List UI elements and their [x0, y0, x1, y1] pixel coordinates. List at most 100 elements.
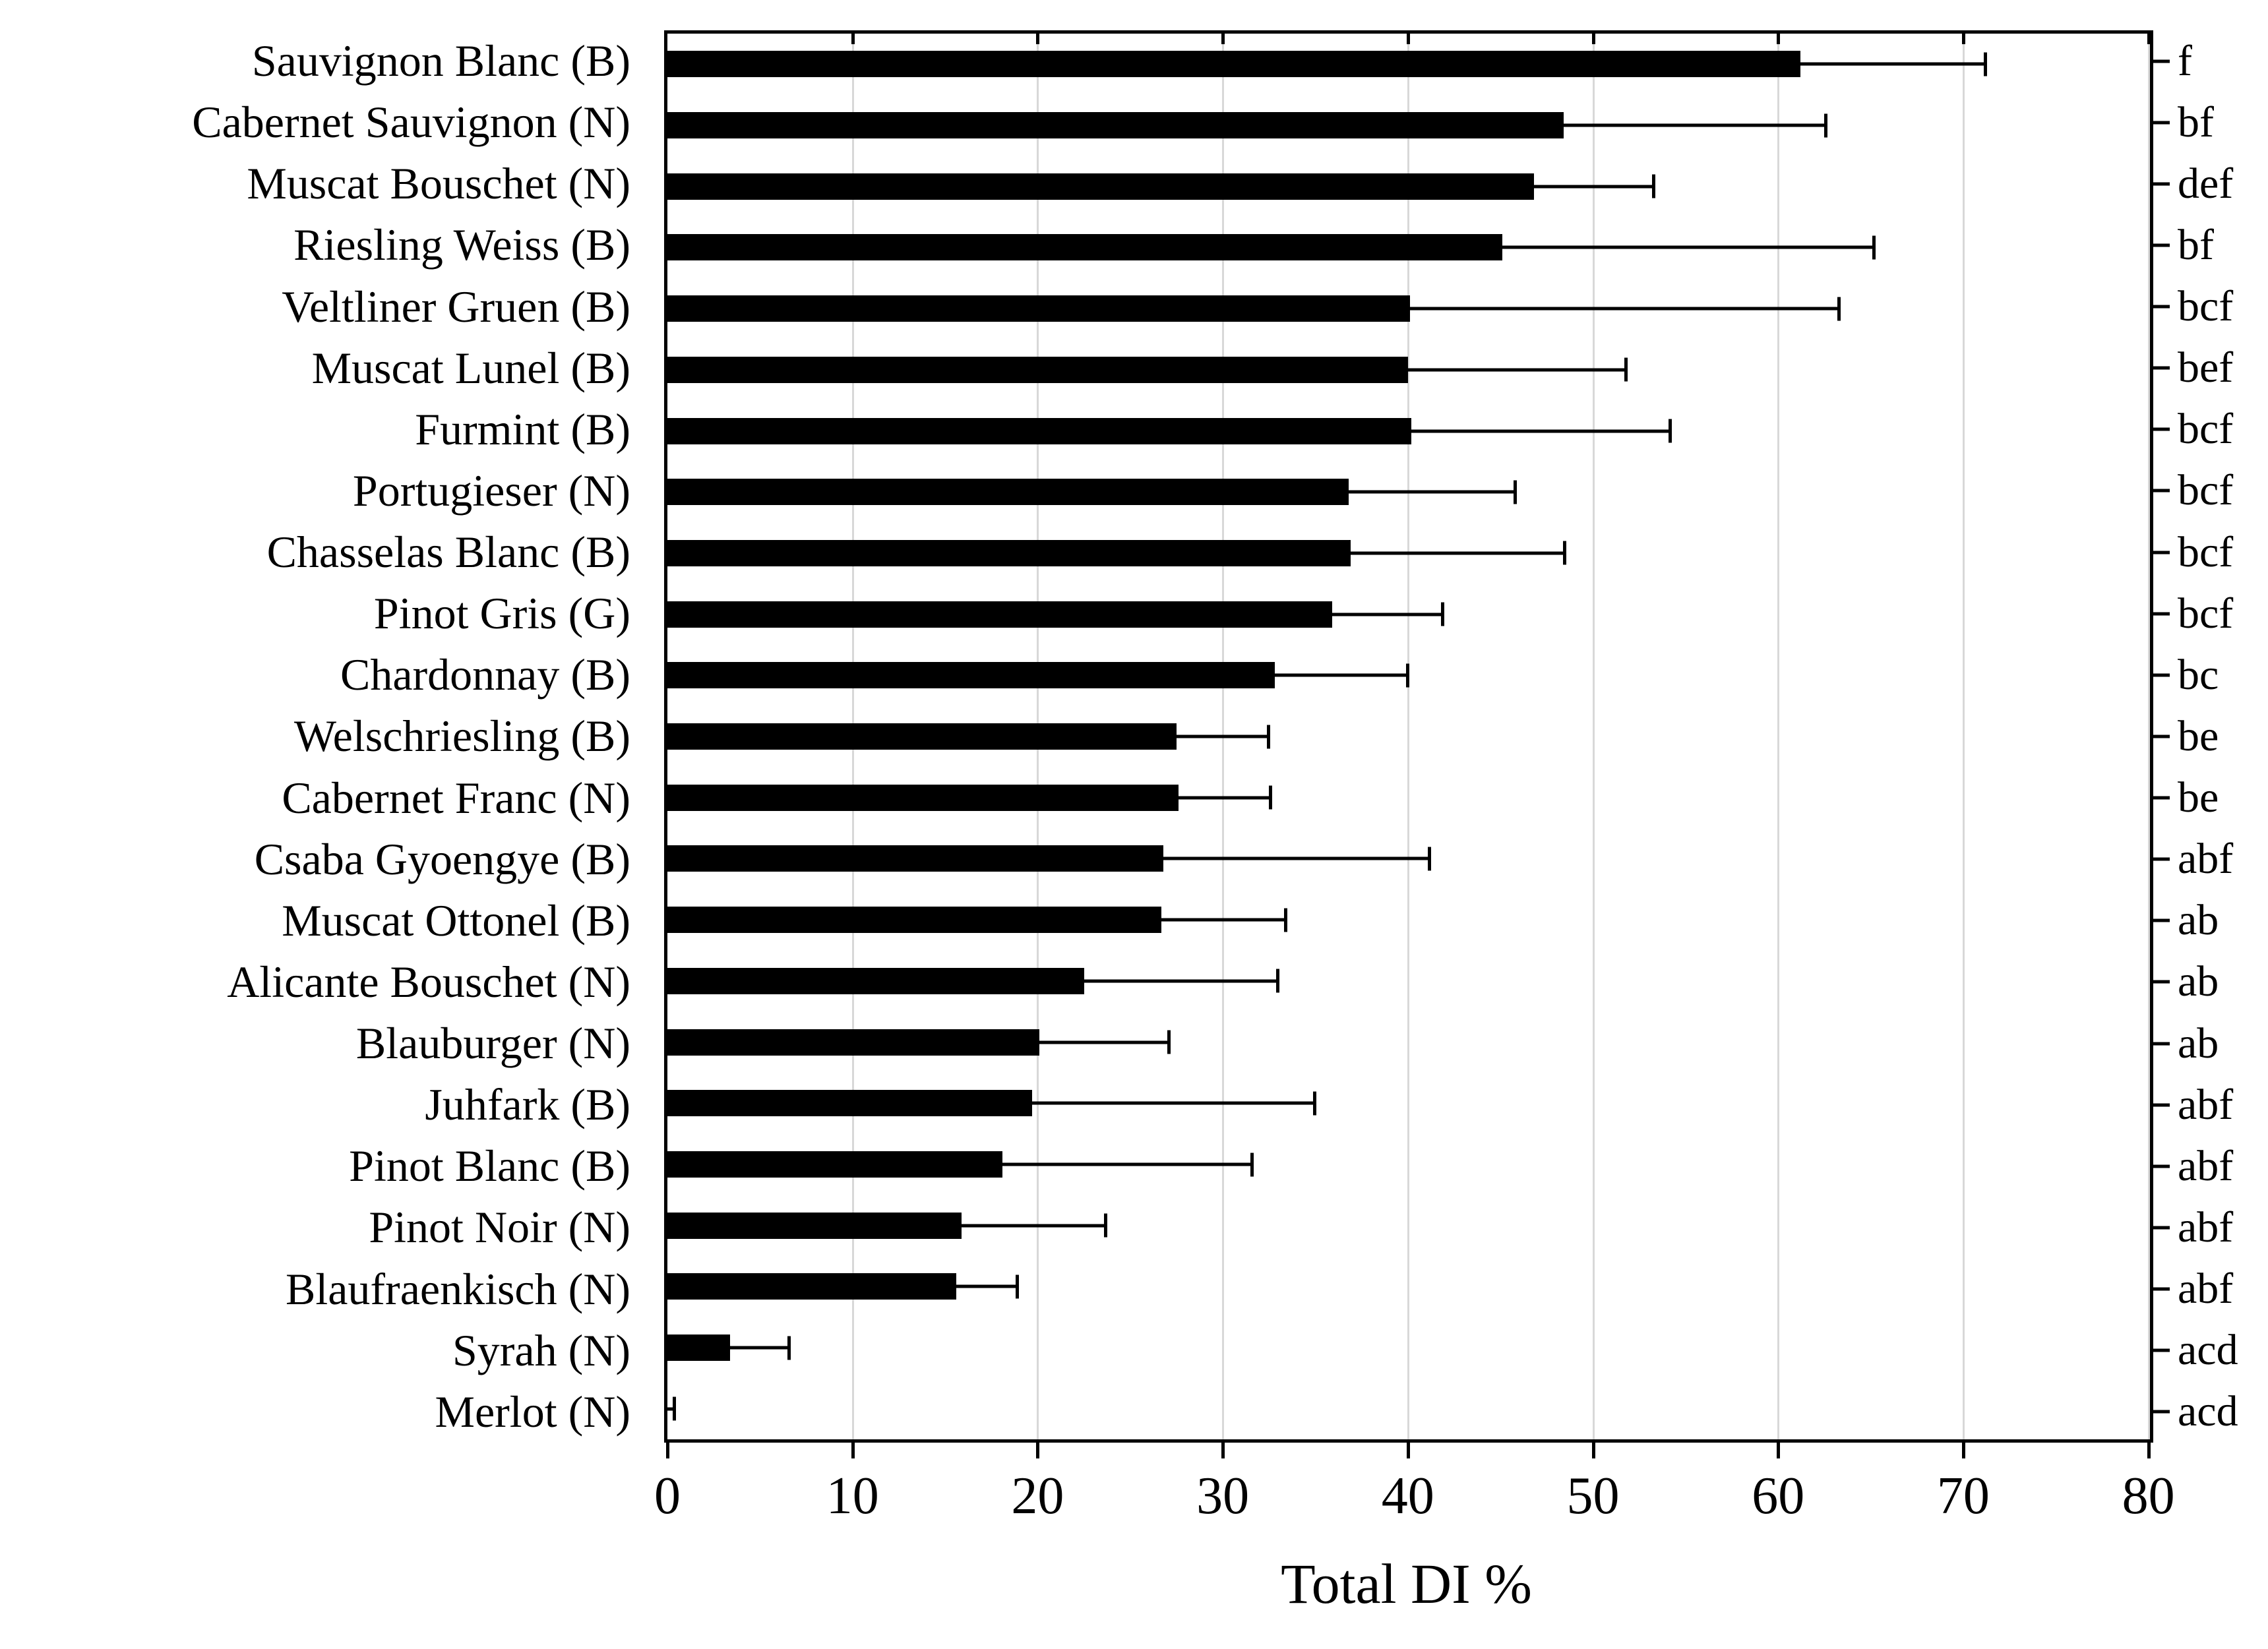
bar-row: [667, 767, 2150, 828]
bar: [667, 907, 1162, 934]
gridline: [2147, 34, 2150, 1439]
significance-letters: abf: [2178, 1265, 2234, 1313]
error-bar-cap: [1276, 969, 1280, 993]
right-tick: [2151, 980, 2170, 984]
right-tick: [2151, 121, 2170, 125]
right-axis-ticks: [2151, 30, 2170, 1443]
bar-row: [667, 95, 2150, 156]
significance-letters: bf: [2178, 98, 2214, 146]
bottom-tick: [1777, 1441, 1781, 1458]
bar: [667, 662, 1275, 689]
top-tick: [1777, 34, 1781, 44]
category-label: Veltliner Gruen (B): [282, 281, 630, 332]
category-label: Csaba Gyoengye (B): [254, 833, 630, 884]
category-label: Blauburger (N): [355, 1018, 630, 1069]
right-tick: [2151, 1226, 2170, 1230]
bar-row: [667, 645, 2150, 706]
bar: [667, 1273, 956, 1300]
bar-row: [667, 217, 2150, 278]
error-bar: [1039, 1030, 1171, 1054]
category-label: Chasselas Blanc (B): [266, 527, 630, 578]
bar: [667, 173, 1534, 200]
error-bar-cap: [1652, 174, 1656, 198]
bar: [667, 723, 1177, 750]
x-tick-label: 40: [1381, 1467, 1434, 1525]
right-tick: [2151, 305, 2170, 309]
right-tick: [2151, 366, 2170, 370]
bottom-tick: [1961, 1441, 1965, 1458]
error-bar-cap: [1441, 602, 1445, 626]
bar-row: [667, 1378, 2150, 1439]
x-tick-label: 50: [1566, 1467, 1620, 1525]
category-label: Pinot Blanc (B): [349, 1141, 630, 1191]
bar-row: [667, 340, 2150, 401]
bar: [667, 1151, 1003, 1178]
error-bar-cap: [1513, 480, 1517, 504]
bottom-tick: [851, 1441, 855, 1458]
gridline: [1592, 34, 1595, 1439]
bar-row: [667, 584, 2150, 645]
right-tick-slot: [2151, 890, 2170, 951]
error-bar: [962, 1213, 1108, 1238]
category-label: Juhfark (B): [425, 1079, 630, 1130]
right-tick: [2151, 796, 2170, 800]
significance-letters: bcf: [2178, 589, 2234, 638]
significance-letters: acd: [2178, 1326, 2238, 1375]
right-tick: [2151, 857, 2170, 861]
top-tick: [851, 34, 855, 44]
right-tick-slot: [2151, 1013, 2170, 1074]
gridline: [1777, 34, 1780, 1439]
significance-letters: ab: [2178, 957, 2219, 1006]
right-tick-slot: [2151, 522, 2170, 583]
right-tick: [2151, 427, 2170, 431]
category-label: Furmint (B): [415, 404, 630, 454]
bar: [667, 1029, 1040, 1056]
top-tick: [1591, 34, 1595, 44]
category-label: Chardonnay (B): [340, 649, 630, 700]
top-tick: [1961, 34, 1965, 44]
right-tick: [2151, 182, 2170, 186]
right-tick-slot: [2151, 829, 2170, 890]
bottom-tick: [1036, 1441, 1040, 1458]
gridline: [1962, 34, 1965, 1439]
error-bar-cap: [1824, 113, 1828, 138]
bar: [667, 479, 1349, 506]
right-tick-slot: [2151, 951, 2170, 1013]
right-tick: [2151, 489, 2170, 493]
x-tick-label: 60: [1752, 1467, 1805, 1525]
x-tick-label: 20: [1011, 1467, 1064, 1525]
error-bar-cap: [1283, 908, 1287, 932]
error-bar-cap: [1983, 52, 1987, 76]
plot-area: [664, 30, 2153, 1443]
category-label: Riesling Weiss (B): [293, 220, 630, 270]
right-tick-slot: [2151, 338, 2170, 399]
x-tick-label: 80: [2122, 1467, 2175, 1525]
error-bar: [1563, 113, 1828, 138]
y-axis-labels: Sauvignon Blanc (B) Cabernet Sauvignon (N…: [0, 30, 648, 1443]
right-tick: [2151, 1042, 2170, 1046]
bar: [667, 784, 1179, 811]
bottom-tick: [2147, 1441, 2151, 1458]
significance-letters: bcf: [2178, 466, 2234, 515]
bottom-tick: [666, 1441, 669, 1458]
category-label: Pinot Gris (G): [373, 588, 630, 639]
bar: [667, 417, 1412, 444]
right-tick-slot: [2151, 1320, 2170, 1381]
significance-letters: ab: [2178, 1019, 2219, 1067]
bar-row: [667, 523, 2150, 584]
x-tick-label: 0: [654, 1467, 681, 1525]
error-bar: [1084, 969, 1280, 993]
significance-letters: be: [2178, 773, 2219, 822]
right-tick: [2151, 551, 2170, 555]
error-bar: [1407, 357, 1628, 382]
bar-rows: [667, 34, 2150, 1439]
gridline: [1407, 34, 1409, 1439]
error-bar: [1178, 785, 1273, 810]
right-tick-slot: [2151, 1259, 2170, 1320]
error-bar-cap: [1167, 1030, 1171, 1054]
bar: [667, 1334, 731, 1362]
significance-letters: ab: [2178, 896, 2219, 945]
significance-letters: bcf: [2178, 282, 2234, 331]
significance-letters: def: [2178, 159, 2234, 208]
